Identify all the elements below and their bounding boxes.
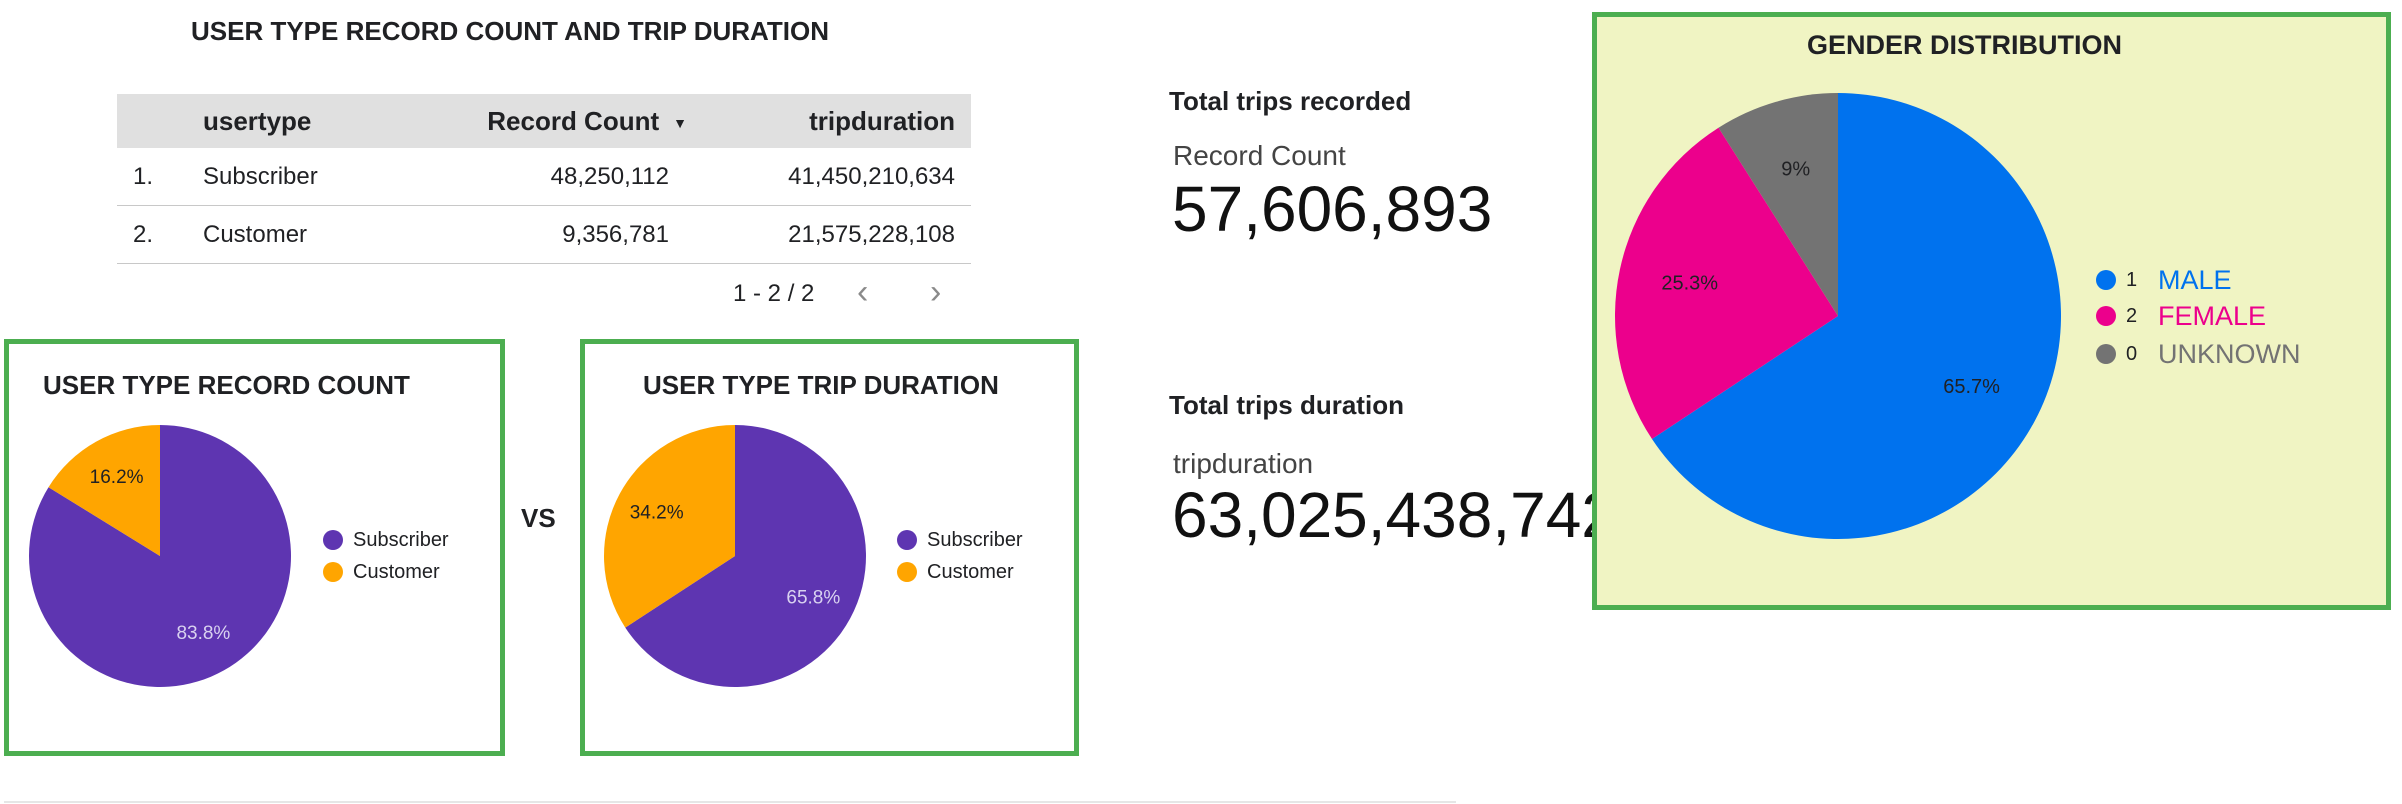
slice-label: 83.8% <box>176 623 230 644</box>
legend-item-unknown[interactable]: 0 UNKNOWN <box>2096 334 2301 374</box>
table-title: USER TYPE RECORD COUNT AND TRIP DURATION <box>191 16 829 46</box>
chart-legend: Subscriber Customer <box>897 524 1023 588</box>
legend-label: Subscriber <box>353 528 449 551</box>
legend-dot <box>897 530 917 550</box>
legend-dot <box>2096 270 2116 290</box>
pie-slice-customer[interactable] <box>48 425 160 556</box>
header-index <box>117 94 203 148</box>
table-header-row: usertype Record Count ▼ tripduration <box>117 94 971 148</box>
row-record-count: 9,356,781 <box>413 205 693 264</box>
legend-label: Customer <box>353 560 440 583</box>
chart-title: USER TYPE TRIP DURATION <box>643 370 999 400</box>
chart-title: USER TYPE RECORD COUNT <box>43 370 410 400</box>
scorecard-label-duration: tripduration <box>1173 448 1314 479</box>
slice-label: 65.7% <box>1943 376 2000 398</box>
row-record-count: 48,250,112 <box>413 148 693 206</box>
scorecard-value-duration: 63,025,438,742 <box>1172 479 1617 551</box>
slice-label: 9% <box>1781 159 1810 181</box>
pie-slice-1[interactable] <box>1652 93 2061 539</box>
scorecard-title-trips: Total trips recorded <box>1169 86 1412 116</box>
header-record-count[interactable]: Record Count ▼ <box>413 94 693 148</box>
row-usertype: Subscriber <box>203 148 413 206</box>
legend-item-subscriber[interactable]: Subscriber <box>323 524 449 556</box>
legend-dot <box>897 562 917 582</box>
record-count-chart-frame <box>4 339 505 756</box>
chevron-right-icon[interactable]: › <box>930 273 942 311</box>
slice-label: 16.2% <box>90 467 144 488</box>
row-index: 2. <box>117 205 203 264</box>
row-tripduration: 41,450,210,634 <box>693 148 971 206</box>
header-tripduration[interactable]: tripduration <box>693 94 971 148</box>
scorecard-value-trips: 57,606,893 <box>1172 173 1493 245</box>
chevron-left-icon[interactable]: ‹ <box>857 273 869 311</box>
header-usertype[interactable]: usertype <box>203 94 413 148</box>
legend-dot <box>323 530 343 550</box>
legend-label: UNKNOWN <box>2158 338 2301 369</box>
row-usertype: Customer <box>203 205 413 264</box>
legend-item-customer[interactable]: Customer <box>897 556 1023 588</box>
legend-dot <box>323 562 343 582</box>
vs-label: VS <box>521 503 556 533</box>
sort-descending-icon[interactable]: ▼ <box>673 114 687 131</box>
legend-code: 0 <box>2126 342 2138 365</box>
slice-label: 34.2% <box>630 503 684 524</box>
legend-item-subscriber[interactable]: Subscriber <box>897 524 1023 556</box>
chart-legend: 1 MALE 2 FEMALE 0 UNKNOWN <box>2096 262 2301 374</box>
slice-label: 65.8% <box>786 587 840 608</box>
legend-item-customer[interactable]: Customer <box>323 556 449 588</box>
legend-label: MALE <box>2158 264 2232 295</box>
usertype-table: usertype Record Count ▼ tripduration 1. S… <box>117 94 971 264</box>
legend-code: 2 <box>2126 304 2138 327</box>
legend-item-female[interactable]: 2 FEMALE <box>2096 298 2301 334</box>
table-row: 2. Customer 9,356,781 21,575,228,108 <box>117 205 971 264</box>
legend-label: Customer <box>927 560 1014 583</box>
chart-title: GENDER DISTRIBUTION <box>1807 30 2123 60</box>
legend-label: Subscriber <box>927 528 1023 551</box>
pie-slice-subscriber[interactable] <box>625 425 866 688</box>
scorecard-title-duration: Total trips duration <box>1169 390 1404 420</box>
legend-item-male[interactable]: 1 MALE <box>2096 262 2301 298</box>
chart-legend: Subscriber Customer <box>323 524 449 588</box>
slice-label: 25.3% <box>1661 273 1718 295</box>
pie-slice-2[interactable] <box>1615 127 1838 440</box>
row-tripduration: 21,575,228,108 <box>693 205 971 264</box>
scorecard-label-trips: Record Count <box>1173 140 1346 171</box>
pie-slice-0[interactable] <box>1718 93 1838 316</box>
pie-slice-customer[interactable] <box>604 425 735 628</box>
legend-dot <box>2096 306 2116 326</box>
row-index: 1. <box>117 148 203 206</box>
trip-duration-chart-frame <box>580 339 1079 756</box>
table-row: 1. Subscriber 48,250,112 41,450,210,634 <box>117 148 971 206</box>
legend-label: FEMALE <box>2158 300 2267 331</box>
pagination-text: 1 - 2 / 2 <box>733 280 815 307</box>
legend-dot <box>2096 344 2116 364</box>
divider <box>4 801 1456 803</box>
legend-code: 1 <box>2126 268 2138 291</box>
